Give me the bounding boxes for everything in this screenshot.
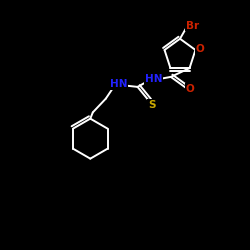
Text: HN: HN: [144, 74, 162, 85]
Text: Br: Br: [186, 20, 199, 30]
Text: S: S: [148, 100, 156, 110]
Text: HN: HN: [110, 80, 127, 90]
Text: O: O: [196, 44, 204, 54]
Text: O: O: [186, 84, 194, 94]
